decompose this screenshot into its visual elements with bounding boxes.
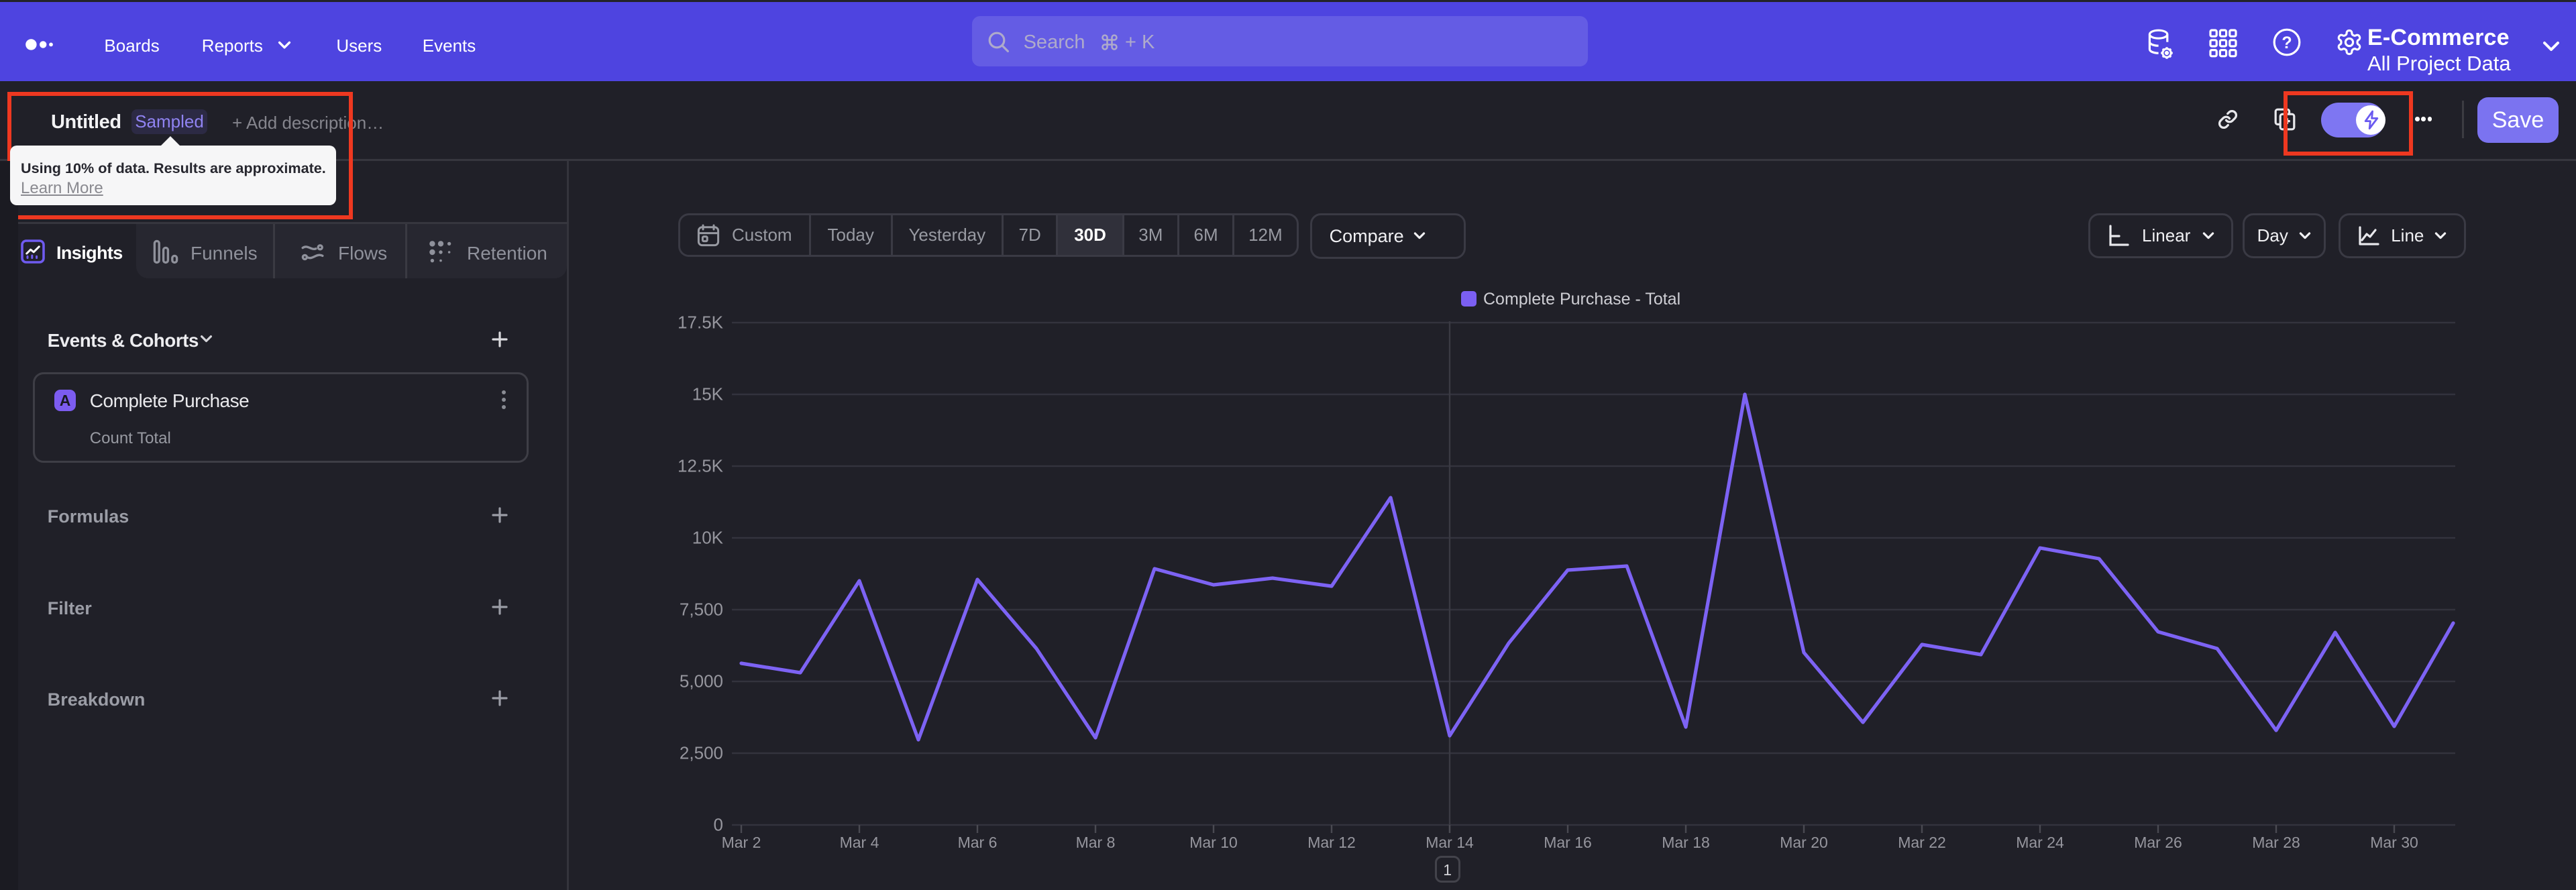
svg-text:Mar 18: Mar 18 <box>1662 834 1710 851</box>
svg-text:Mar 8: Mar 8 <box>1076 834 1116 851</box>
svg-text:Mar 26: Mar 26 <box>2134 834 2182 851</box>
svg-text:Mar 4: Mar 4 <box>840 834 879 851</box>
svg-text:Mar 6: Mar 6 <box>958 834 998 851</box>
svg-text:Mar 12: Mar 12 <box>1307 834 1356 851</box>
svg-text:Mar 22: Mar 22 <box>1898 834 1946 851</box>
svg-text:2,500: 2,500 <box>680 742 723 763</box>
svg-text:7,500: 7,500 <box>680 599 723 619</box>
svg-text:Mar 14: Mar 14 <box>1426 834 1474 851</box>
svg-text:Mar 16: Mar 16 <box>1544 834 1592 851</box>
svg-text:17.5K: 17.5K <box>678 312 724 332</box>
svg-text:Complete Purchase - Total: Complete Purchase - Total <box>1483 290 1680 309</box>
svg-text:Mar 30: Mar 30 <box>2370 834 2418 851</box>
svg-text:5,000: 5,000 <box>680 671 723 691</box>
svg-text:Mar 10: Mar 10 <box>1189 834 1238 851</box>
svg-text:0: 0 <box>714 814 723 834</box>
svg-text:Mar 20: Mar 20 <box>1780 834 1828 851</box>
svg-text:15K: 15K <box>692 384 724 404</box>
svg-text:?: ? <box>2282 34 2292 52</box>
svg-text:Mar 28: Mar 28 <box>2252 834 2300 851</box>
svg-text:Mar 2: Mar 2 <box>722 834 761 851</box>
svg-text:10K: 10K <box>692 527 724 547</box>
svg-text:12.5K: 12.5K <box>678 455 724 476</box>
svg-text:Mar 24: Mar 24 <box>2016 834 2064 851</box>
